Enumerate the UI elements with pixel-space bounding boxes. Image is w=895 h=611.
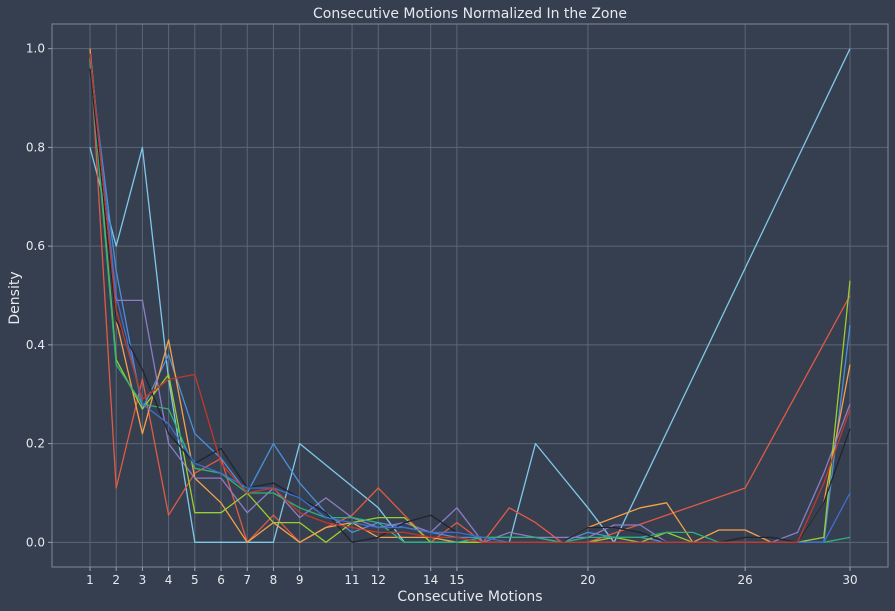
series-line-10: [89, 53, 851, 543]
x-tick-label: 8: [270, 573, 278, 587]
y-tick-label: 0.8: [26, 140, 45, 154]
x-tick-label: 12: [371, 573, 386, 587]
x-tick-label: 1: [86, 573, 94, 587]
x-axis-title: Consecutive Motions: [397, 589, 542, 605]
x-tick-label: 30: [842, 573, 857, 587]
series-line-2: [89, 48, 851, 543]
tick-labels: 1 2 3 4 5 6 7 8 9 11 12 14 15 20 26 300.00.20.40.60.81.…: [26, 42, 858, 587]
chart-title: Consecutive Motions Normalized In the Zo…: [313, 6, 627, 22]
y-tick-label: 0.4: [26, 338, 45, 352]
plot-frame: [51, 23, 889, 568]
series-group: [89, 48, 851, 543]
y-axis-title: Density: [7, 271, 23, 324]
x-tick-label: 7: [243, 573, 251, 587]
x-tick-label: 15: [449, 573, 464, 587]
x-tick-label: 14: [423, 573, 438, 587]
x-tick-label: 4: [165, 573, 173, 587]
x-tick-label: 26: [738, 573, 753, 587]
y-tick-label: 1.0: [26, 42, 45, 56]
x-tick-label: 2: [112, 573, 120, 587]
y-tick-label: 0.0: [26, 535, 45, 549]
x-tick-label: 6: [217, 573, 225, 587]
x-tick-label: 20: [580, 573, 595, 587]
x-tick-label: 9: [296, 573, 304, 587]
y-tick-label: 0.2: [26, 437, 45, 451]
y-tick-label: 0.6: [26, 239, 45, 253]
x-tick-label: 5: [191, 573, 199, 587]
x-tick-label: 11: [344, 573, 359, 587]
x-tick-label: 3: [139, 573, 147, 587]
